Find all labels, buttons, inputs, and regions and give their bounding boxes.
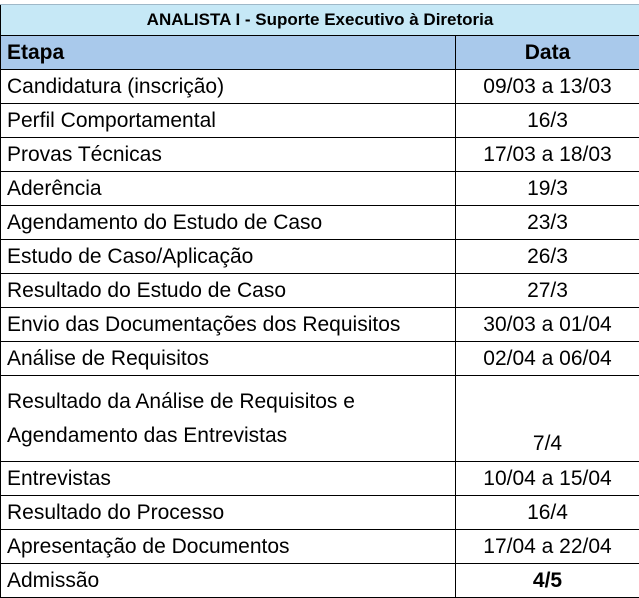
table-row: Candidatura (inscrição) 09/03 a 13/03 [0, 69, 639, 104]
date-cell: 30/03 a 01/04 [454, 307, 639, 342]
date-cell: 17/04 a 22/04 [454, 529, 639, 564]
date-cell: 4/5 [454, 563, 639, 598]
table-row: Estudo de Caso/Aplicação 26/3 [0, 239, 639, 274]
etapa-cell: Candidatura (inscrição) [0, 69, 456, 104]
table-row: Resultado do Estudo de Caso 27/3 [0, 273, 639, 308]
etapa-cell: Resultado da Análise de Requisitos e Agen… [0, 375, 456, 462]
etapa-cell: Entrevistas [0, 461, 456, 496]
table-row: Agendamento do Estudo de Caso 23/3 [0, 205, 639, 240]
table-row: Análise de Requisitos 02/04 a 06/04 [0, 341, 639, 376]
table-row: Envio das Documentações dos Requisitos 30… [0, 307, 639, 342]
title-row: ANALISTA I - Suporte Executivo à Diretor… [0, 4, 639, 36]
table-row: Apresentação de Documentos 17/04 a 22/04 [0, 529, 639, 564]
etapa-cell: Resultado do Estudo de Caso [0, 273, 456, 308]
etapa-cell: Admissão [0, 563, 456, 598]
etapa-cell: Estudo de Caso/Aplicação [0, 239, 456, 274]
date-cell: 19/3 [454, 171, 639, 206]
schedule-table: ANALISTA I - Suporte Executivo à Diretor… [0, 4, 639, 598]
etapa-cell: Envio das Documentações dos Requisitos [0, 307, 456, 342]
header-data: Data [454, 35, 639, 70]
header-etapa: Etapa [0, 35, 456, 70]
table-row: Resultado da Análise de Requisitos e Agen… [0, 375, 639, 462]
table-row: Aderência 19/3 [0, 171, 639, 206]
date-cell: 26/3 [454, 239, 639, 274]
date-cell: 16/4 [454, 495, 639, 530]
table-row: Entrevistas 10/04 a 15/04 [0, 461, 639, 496]
etapa-cell: Agendamento do Estudo de Caso [0, 205, 456, 240]
etapa-cell: Perfil Comportamental [0, 103, 456, 138]
table-title: ANALISTA I - Suporte Executivo à Diretor… [0, 4, 639, 36]
date-cell: 16/3 [454, 103, 639, 138]
date-cell: 17/03 a 18/03 [454, 137, 639, 172]
etapa-line-2: Agendamento das Entrevistas [7, 423, 288, 447]
etapa-line-1: Resultado da Análise de Requisitos e [7, 389, 355, 413]
etapa-cell: Provas Técnicas [0, 137, 456, 172]
etapa-cell: Resultado do Processo [0, 495, 456, 530]
date-cell: 27/3 [454, 273, 639, 308]
date-cell: 02/04 a 06/04 [454, 341, 639, 376]
etapa-cell: Aderência [0, 171, 456, 206]
table-row: Admissão 4/5 [0, 563, 639, 598]
date-cell: 09/03 a 13/03 [454, 69, 639, 104]
date-cell: 10/04 a 15/04 [454, 461, 639, 496]
etapa-cell: Análise de Requisitos [0, 341, 456, 376]
etapa-cell: Apresentação de Documentos [0, 529, 456, 564]
table-row: Perfil Comportamental 16/3 [0, 103, 639, 138]
table-row: Resultado do Processo 16/4 [0, 495, 639, 530]
header-row: Etapa Data [0, 35, 639, 70]
date-cell: 7/4 [454, 375, 639, 462]
table-row: Provas Técnicas 17/03 a 18/03 [0, 137, 639, 172]
date-cell: 23/3 [454, 205, 639, 240]
